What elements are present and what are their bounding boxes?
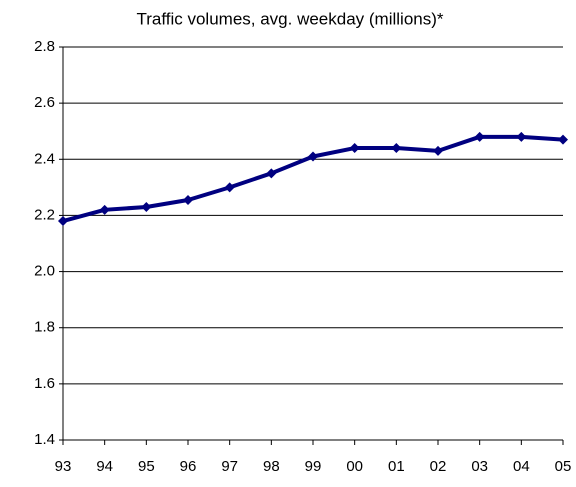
x-tick-label: 04 (513, 458, 530, 475)
x-tick-label: 93 (55, 458, 72, 475)
data-point (349, 143, 360, 154)
y-tick-label: 2.2 (34, 206, 55, 223)
x-tick-label: 96 (180, 458, 197, 475)
y-tick-label: 1.4 (34, 431, 55, 448)
x-tick-label: 98 (263, 458, 280, 475)
x-tick-label: 02 (430, 458, 447, 475)
data-point (266, 168, 277, 179)
data-point (99, 204, 110, 215)
data-point (183, 194, 193, 205)
data-point (558, 134, 568, 145)
y-tick-label: 2.4 (34, 150, 55, 167)
data-point (58, 216, 68, 227)
x-tick-label: 94 (96, 458, 113, 475)
data-point (474, 131, 485, 142)
y-tick-label: 2.8 (34, 38, 55, 55)
y-tick-label: 1.8 (34, 319, 55, 336)
x-tick-label: 01 (388, 458, 405, 475)
data-point (141, 202, 152, 213)
data-point (391, 143, 402, 154)
y-tick-label: 1.6 (34, 375, 55, 392)
y-tick-label: 2.0 (34, 263, 55, 280)
x-tick-label: 99 (305, 458, 322, 475)
chart-title: Traffic volumes, avg. weekday (millions)… (136, 9, 443, 28)
data-point (224, 182, 235, 193)
x-tick-label: 00 (346, 458, 363, 475)
x-tick-label: 05 (555, 458, 572, 475)
y-tick-label: 2.6 (34, 94, 55, 111)
x-tick-label: 97 (221, 458, 238, 475)
x-tick-label: 95 (138, 458, 155, 475)
series-line (62, 134, 564, 223)
x-tick-label: 03 (471, 458, 488, 475)
data-point (308, 151, 318, 162)
data-point (516, 131, 527, 142)
data-point (433, 145, 443, 156)
